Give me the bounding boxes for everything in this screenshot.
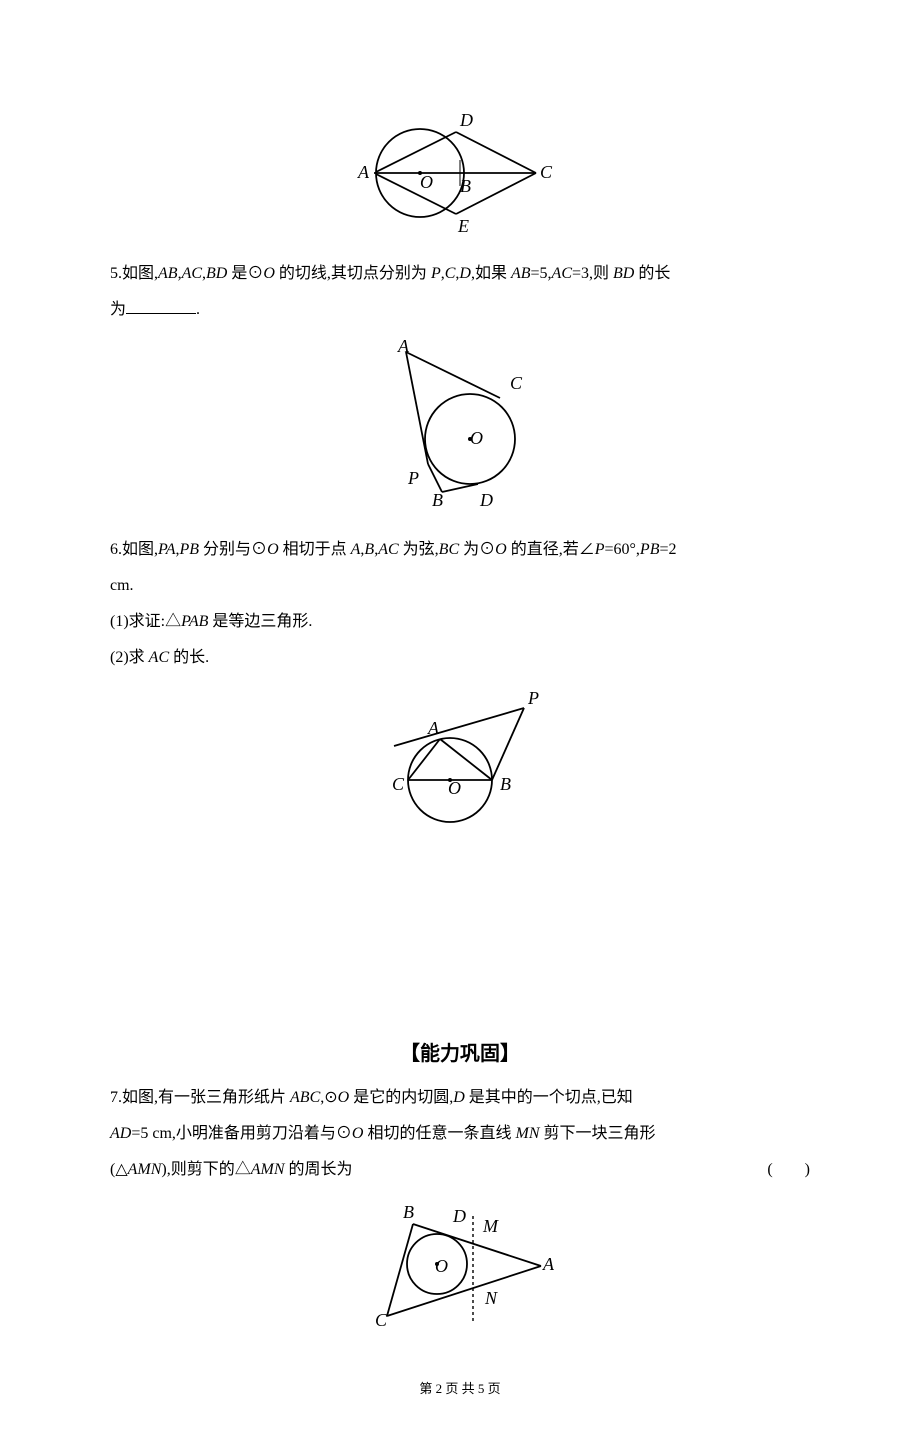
q5-line1: 5.如图,AB,AC,BD 是⊙O 的切线,其切点分别为 P,C,D,如果 AB… xyxy=(110,258,810,290)
q6-part1: (1)求证:△PAB 是等边三角形. xyxy=(110,606,810,638)
svg-text:P: P xyxy=(407,468,419,488)
svg-text:B: B xyxy=(432,490,443,510)
svg-text:B: B xyxy=(403,1202,414,1222)
svg-text:B: B xyxy=(460,176,471,196)
section-title: 【能力巩固】 xyxy=(110,1034,810,1074)
q7-choice-paren[interactable]: ( ) xyxy=(767,1154,810,1186)
svg-text:E: E xyxy=(457,216,469,236)
svg-text:O: O xyxy=(420,172,433,192)
svg-text:B: B xyxy=(500,774,511,794)
svg-text:M: M xyxy=(482,1216,499,1236)
svg-text:D: D xyxy=(459,110,473,130)
q7-line2: AD=5 cm,小明准备用剪刀沿着与⊙O 相切的任意一条直线 MN 剪下一块三角… xyxy=(110,1118,810,1150)
q7-line3: (△AMN),则剪下的△AMN 的周长为 ( ) xyxy=(110,1154,810,1186)
svg-text:C: C xyxy=(392,774,405,794)
svg-text:A: A xyxy=(542,1254,555,1274)
svg-text:A: A xyxy=(427,718,440,738)
q6-line2: cm. xyxy=(110,570,810,602)
figure-4: A O B C D E xyxy=(110,108,810,250)
svg-text:C: C xyxy=(540,162,553,182)
figure-5: A C O PB D xyxy=(110,334,810,526)
svg-text:D: D xyxy=(479,490,493,510)
q5-blank[interactable] xyxy=(126,313,196,314)
q6-line1: 6.如图,PA,PB 分别与⊙O 相切于点 A,B,AC 为弦,BC 为⊙O 的… xyxy=(110,534,810,566)
figure-6: P A B C O xyxy=(110,682,810,854)
svg-text:O: O xyxy=(448,778,461,798)
svg-text:D: D xyxy=(452,1206,466,1226)
svg-text:N: N xyxy=(484,1288,498,1308)
svg-text:C: C xyxy=(375,1310,388,1330)
svg-text:A: A xyxy=(397,336,410,356)
svg-text:P: P xyxy=(527,688,539,708)
svg-text:O: O xyxy=(435,1256,448,1276)
page-footer: 第 2 页 共 5 页 xyxy=(110,1376,810,1402)
svg-text:C: C xyxy=(510,373,523,393)
q6-part2: (2)求 AC 的长. xyxy=(110,642,810,674)
svg-text:O: O xyxy=(470,428,483,448)
svg-text:A: A xyxy=(357,162,370,182)
q5-line2: 为. xyxy=(110,294,810,326)
q7-line1: 7.如图,有一张三角形纸片 ABC,⊙O 是它的内切圆,D 是其中的一个切点,已… xyxy=(110,1082,810,1114)
figure-7: B DM A N C O xyxy=(110,1194,810,1346)
